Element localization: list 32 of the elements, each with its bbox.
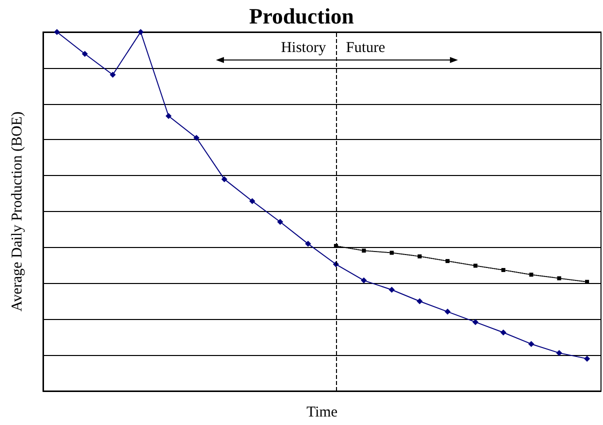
point: [418, 254, 422, 258]
point: [305, 240, 312, 247]
point: [166, 113, 172, 120]
point: [584, 356, 590, 362]
point: [444, 308, 451, 315]
annotation: Future: [346, 40, 386, 56]
point: [529, 272, 534, 277]
point: [360, 277, 367, 284]
point: [221, 176, 228, 182]
point: [54, 29, 60, 35]
point: [388, 286, 395, 293]
annotation: History: [280, 40, 326, 56]
point: [473, 264, 478, 268]
point: [446, 259, 450, 264]
point: [110, 72, 116, 78]
point: [500, 329, 506, 336]
chart-title: Production: [249, 4, 354, 28]
point: [249, 198, 256, 204]
point: [528, 340, 534, 347]
point: [472, 319, 478, 326]
point: [82, 50, 88, 57]
point: [557, 276, 562, 280]
point: [193, 134, 200, 141]
point: [362, 248, 366, 253]
point: [138, 29, 144, 35]
point: [416, 298, 423, 304]
point: [556, 350, 562, 356]
point: [501, 268, 506, 272]
x-axis-title: Time: [306, 404, 338, 420]
point: [277, 218, 284, 225]
point: [390, 250, 394, 255]
y-axis-title: Average Daily Production (BOE): [10, 111, 26, 312]
